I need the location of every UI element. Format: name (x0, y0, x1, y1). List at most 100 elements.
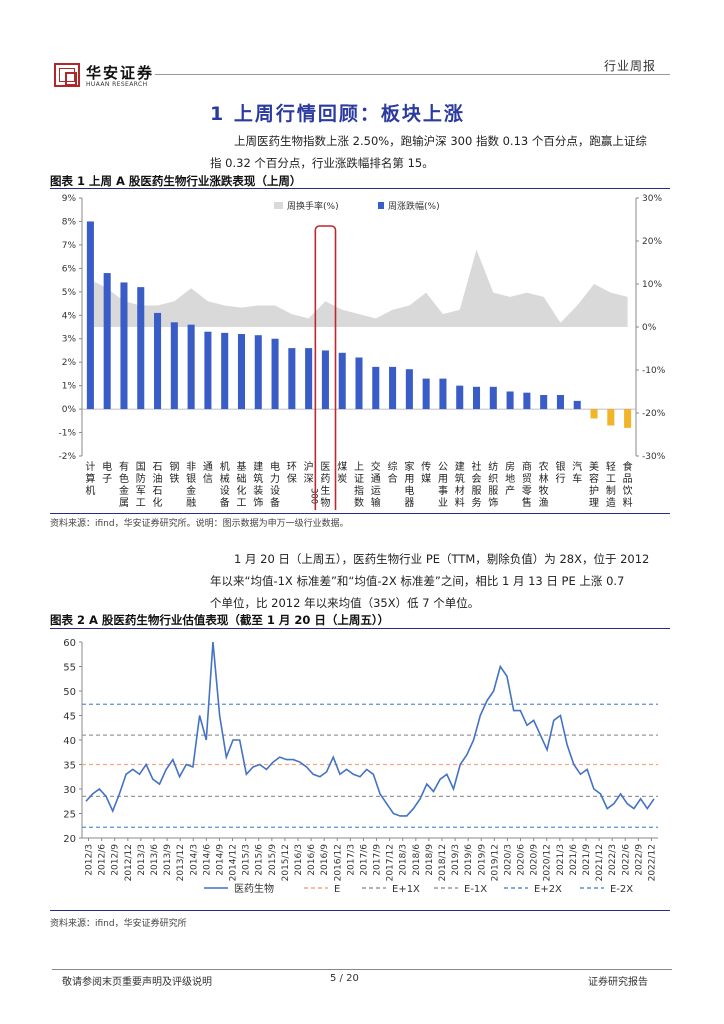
legend-change-label: 周涨跌幅(%) (388, 200, 440, 212)
x-tick-label: 2021/6 (569, 844, 579, 876)
category-label: 媒 (421, 473, 431, 485)
category-label: 物 (320, 496, 330, 509)
x-tick-label: 2017/9 (373, 844, 383, 876)
para2-line1: 1 月 20 日（上周五），医药生物行业 PE（TTM，剔除负值）为 28X，位… (234, 552, 650, 566)
category-label: 林 (539, 472, 549, 485)
category-label: 设 (220, 485, 230, 497)
legend-turnover-swatch (274, 202, 283, 209)
x-tick-label: 2022/6 (621, 844, 631, 876)
category-label: 用 (404, 474, 414, 485)
x-tick-label: 2017/12 (386, 844, 396, 881)
x-tick-label: 2015/3 (242, 844, 252, 876)
category-label: 车 (572, 472, 582, 485)
x-tick-label: 2016/12 (333, 844, 343, 881)
category-label: 通 (203, 461, 213, 473)
category-label: 算 (85, 472, 95, 485)
category-label: 美 (589, 460, 599, 473)
report-type: 行业周报 (604, 59, 657, 73)
category-label: 造 (606, 496, 616, 509)
category-label: 数 (354, 496, 364, 509)
category-label: 工 (236, 498, 246, 509)
x-tick-label: 2012/3 (85, 844, 95, 876)
category-label: 贸 (522, 473, 532, 485)
x-tick-label: 2022/9 (634, 844, 644, 876)
category-label: 行 (555, 472, 565, 485)
category-label: 家 (404, 460, 414, 473)
category-label: 融 (186, 497, 196, 509)
category-label: 商 (522, 460, 532, 473)
bar-电子 (103, 273, 111, 410)
left-tick-label: 6% (62, 264, 77, 274)
bar-汽车 (573, 400, 581, 410)
category-label: 器 (404, 497, 414, 509)
y-tick-label: 55 (63, 663, 76, 674)
bar-通信 (204, 331, 212, 410)
x-tick-label: 2015/9 (268, 844, 278, 876)
y-tick-label: 35 (63, 761, 76, 772)
section-title: 1 上周行情回顾：板块上涨 (210, 103, 465, 125)
category-label: 业 (438, 497, 448, 509)
category-label: 证 (354, 473, 364, 485)
left-tick-label: 8% (62, 217, 77, 227)
bar-房地产 (506, 391, 514, 410)
category-label: 房 (505, 460, 515, 473)
category-label: 产 (505, 484, 515, 497)
bar-石油石化 (154, 312, 162, 410)
category-label: 铁 (169, 472, 179, 485)
left-tick-label: 1% (62, 382, 77, 392)
right-tick-label: -10% (642, 366, 666, 376)
bar-电力设备 (271, 338, 279, 410)
x-tick-label: 2019/6 (464, 844, 474, 876)
x-tick-label: 2014/9 (215, 844, 225, 876)
legend-label-E-2X: E-2X (610, 884, 633, 895)
x-tick-label: 2016/3 (294, 844, 304, 876)
y-tick-label: 60 (63, 638, 76, 649)
left-tick-label: 3% (62, 335, 77, 345)
category-label: 银 (186, 472, 196, 485)
category-label: 信 (203, 473, 213, 485)
category-label: 饰 (253, 496, 263, 509)
category-label: 钢 (169, 460, 179, 473)
bar-公用事业 (439, 378, 447, 410)
category-label: 设 (270, 485, 280, 497)
bar-纺织服饰 (489, 386, 497, 410)
category-label: 服 (472, 485, 482, 497)
legend-label-E+2X: E+2X (534, 884, 562, 895)
figure2-top-rule (50, 628, 670, 629)
figure1-title: 图表 1 上周 A 股医药生物行业涨跌表现（上周） (50, 174, 302, 188)
bar-机械设备 (221, 332, 229, 410)
figure2-bottom-rule (50, 910, 670, 911)
y-tick-label: 20 (63, 834, 76, 845)
right-tick-label: 20% (642, 237, 662, 247)
bar-国防军工 (137, 287, 145, 410)
x-tick-label: 2013/12 (176, 844, 186, 881)
category-label: 国 (136, 461, 146, 473)
category-label: 料 (623, 496, 633, 509)
category-label: 军 (136, 485, 146, 497)
category-label: 金 (186, 484, 196, 497)
x-tick-label: 2020/9 (530, 844, 540, 876)
category-label: 电 (102, 460, 112, 473)
left-tick-label: 2% (62, 358, 77, 368)
x-tick-label: 2019/3 (451, 844, 461, 876)
legend-change-swatch (378, 202, 384, 209)
figure1-source: 资料来源：ifind，华安证券研究所。说明：图示数据为申万一级行业数据。 (50, 519, 349, 529)
x-tick-label: 2021/3 (556, 844, 566, 876)
brand-logo-icon (54, 63, 80, 87)
category-label: 基 (236, 460, 246, 473)
bar-商贸零售 (523, 392, 531, 410)
y-tick-label: 40 (63, 736, 76, 747)
category-label: 生 (320, 484, 330, 497)
bar-医药生物 (321, 350, 329, 410)
y-tick-label: 45 (63, 712, 76, 723)
right-tick-label: -20% (642, 409, 666, 419)
bar-煤炭 (338, 352, 346, 410)
category-label: 通 (371, 473, 381, 485)
figure2-chart: 20 25 30 35 40 45 50 55 60 2012/3 2012/6 2012/9 2012… (42, 630, 682, 910)
category-label: 医 (320, 461, 330, 473)
figure1-chart: 9% 8% 7% 6% 5% 4% 3% 2% 1% 0% -1% -2% 30% 20% 10% 0% -10… (42, 190, 682, 517)
para2-line2: 年以来“均值-1X 标准差”和“均值-2X 标准差”之间，相比 1 月 13 日… (210, 574, 625, 588)
x-tick-label: 2021/9 (582, 844, 592, 876)
category-label: 品 (623, 473, 633, 485)
x-tick-label: 2018/6 (412, 844, 422, 876)
